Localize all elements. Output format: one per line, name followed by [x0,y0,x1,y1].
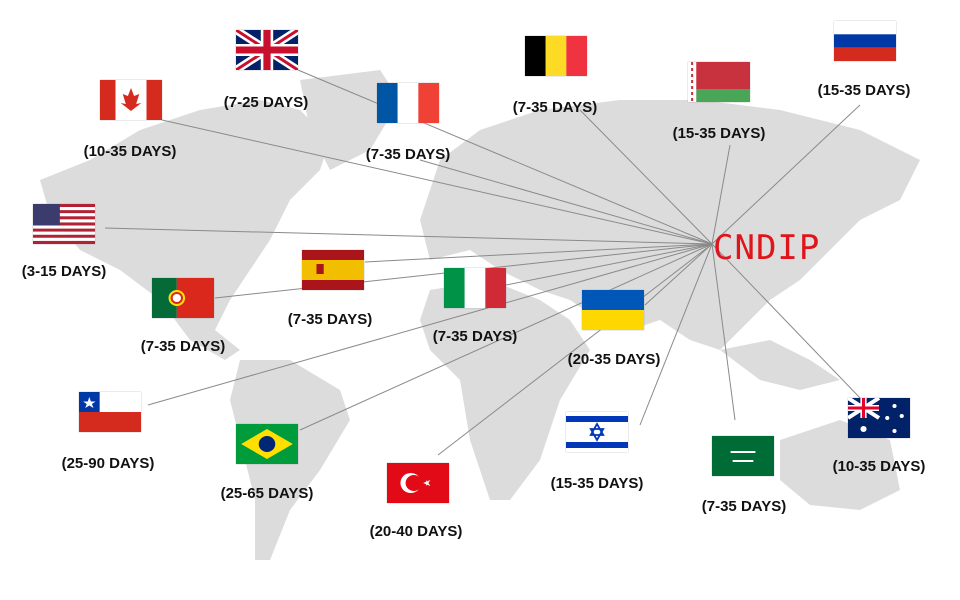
route-line-brazil [299,243,713,431]
delivery-time-belarus: (15-35 DAYS) [672,125,766,142]
route-line-ukraine [644,243,713,306]
delivery-time-belgium: (7-35 DAYS) [512,99,598,116]
route-line-saudi-arabia [711,243,736,421]
delivery-time-spain: (7-35 DAYS) [287,311,373,328]
turkey-flag-icon [387,463,449,503]
chile-flag-icon [79,392,141,432]
delivery-time-russia: (15-35 DAYS) [817,82,911,99]
continents [40,70,920,560]
ukraine-flag-icon [582,290,644,330]
delivery-time-turkey: (20-40 DAYS) [369,523,463,540]
greenland [300,70,400,170]
route-line-italy [505,243,713,286]
route-line-chile [147,243,713,406]
delivery-time-italy: (7-35 DAYS) [432,328,518,345]
route-line-belgium [579,109,713,245]
delivery-time-chile: (25-90 DAYS) [61,455,155,472]
route-line-france [419,159,713,245]
uk-flag-icon [236,30,298,70]
belgium-flag-icon [525,36,587,76]
brazil-flag-icon [236,424,298,464]
route-line-canada [161,119,713,245]
delivery-time-portugal: (7-35 DAYS) [140,338,226,355]
usa-flag-icon [33,204,95,244]
delivery-time-ukraine: (20-35 DAYS) [567,351,661,368]
delivery-time-usa: (3-15 DAYS) [21,263,107,280]
canada-flag-icon [100,80,162,120]
delivery-time-uk: (7-25 DAYS) [223,94,309,111]
route-line-russia [711,104,861,245]
southeast-asia [720,340,840,390]
australia-flag-icon [848,398,910,438]
france-flag-icon [377,83,439,123]
route-line-uk [297,69,713,245]
australia-continent [780,420,900,510]
europe-asia [420,100,920,350]
delivery-time-canada: (10-35 DAYS) [83,143,177,160]
route-line-spain [364,243,713,263]
portugal-flag-icon [152,278,214,318]
route-line-belarus [711,144,731,245]
israel-flag-icon [566,412,628,452]
saudi-arabia-flag-icon [712,436,774,476]
africa [420,280,590,500]
delivery-time-australia: (10-35 DAYS) [832,458,926,475]
delivery-time-saudi-arabia: (7-35 DAYS) [701,498,787,515]
delivery-time-israel: (15-35 DAYS) [550,475,644,492]
route-line-usa [104,227,713,245]
italy-flag-icon [444,268,506,308]
hub-label: CNDIP [713,228,821,268]
russia-flag-icon [834,21,896,61]
spain-flag-icon [302,250,364,290]
belarus-flag-icon [688,62,750,102]
delivery-time-brazil: (25-65 DAYS) [220,485,314,502]
route-line-australia [711,243,863,401]
route-line-israel [639,243,713,426]
route-lines [104,69,863,456]
delivery-time-france: (7-35 DAYS) [365,146,451,163]
route-line-turkey [437,243,713,456]
